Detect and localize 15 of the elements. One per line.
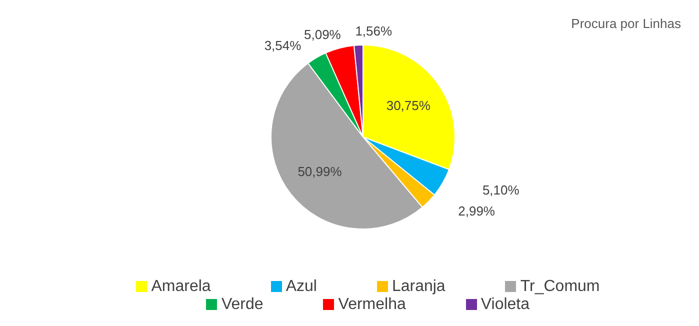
text: Procura por Linhas (571, 16, 681, 31)
data-label: 1,56% (355, 24, 393, 39)
data-label: 3,54% (264, 38, 302, 53)
legend-label: Azul (286, 278, 317, 295)
data-label: 50,99% (298, 164, 342, 179)
legend-label: Laranja (392, 278, 446, 295)
legend-label: Vermelha (338, 296, 406, 313)
data-label: 5,09% (304, 27, 342, 42)
data-label: 2,99% (458, 204, 496, 219)
legend-label: Violeta (480, 296, 530, 313)
legend-label: Verde (221, 296, 264, 313)
legend-label: Tr_Comum (520, 278, 600, 295)
data-label: 30,75% (386, 98, 431, 114)
data-label: 5,10% (482, 182, 520, 198)
legend-label: Amarela (151, 278, 211, 295)
